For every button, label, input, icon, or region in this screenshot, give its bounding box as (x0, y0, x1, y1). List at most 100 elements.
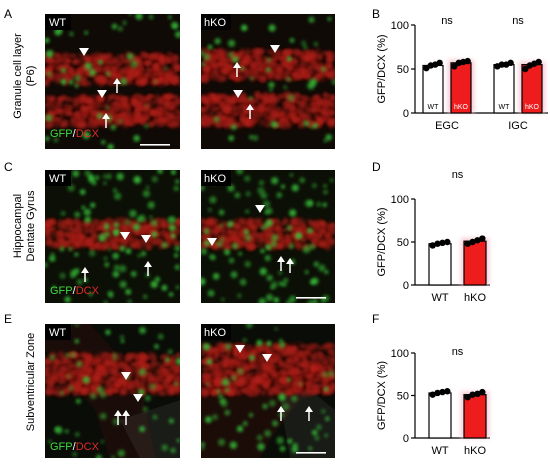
gfp-cell (103, 300, 108, 303)
gfp-cell (150, 219, 158, 227)
gfp-cell (266, 57, 272, 63)
dcx-signal (280, 228, 289, 232)
data-point (464, 240, 471, 247)
stain-gfp: GFP (50, 128, 73, 140)
gfp-cell (288, 243, 295, 249)
gfp-cell (224, 343, 232, 351)
dcx-signal (165, 237, 171, 244)
dcx-signal (125, 364, 134, 370)
arrow-marker (114, 410, 122, 425)
dcx-signal (115, 384, 122, 389)
dcx-signal (74, 58, 82, 64)
dcx-signal (288, 49, 296, 55)
dcx-signal (256, 75, 262, 81)
dcx-signal (76, 233, 84, 240)
dcx-signal (138, 117, 147, 122)
gfp-cell (84, 216, 92, 224)
dcx-signal (303, 108, 310, 113)
dcx-signal (166, 112, 175, 120)
dcx-signal (257, 238, 267, 243)
stain-sep: / (73, 441, 77, 453)
gfp-cell (142, 406, 149, 412)
dcx-signal (92, 382, 99, 387)
dcx-signal (45, 372, 50, 378)
gfp-cell (154, 80, 158, 84)
gfp-cell (170, 447, 176, 453)
y-tick-label: 100 (391, 20, 409, 32)
gfp-cell (245, 324, 253, 329)
dcx-signal (331, 68, 335, 74)
dcx-signal (177, 81, 180, 87)
dcx-signal (260, 112, 266, 116)
gfp-cell (202, 343, 211, 351)
gfp-cell (308, 16, 315, 23)
dcx-signal (167, 121, 173, 126)
dcx-signal (147, 69, 153, 74)
dcx-signal (170, 79, 175, 87)
dcx-signal (328, 227, 334, 232)
gfp-cell (227, 184, 235, 192)
dcx-signal (265, 385, 271, 390)
gfp-cell (307, 227, 313, 234)
gfp-cell (144, 123, 149, 129)
stain-sep: / (73, 128, 77, 140)
gfp-cell (289, 38, 295, 43)
gfp-cell (227, 51, 234, 58)
x-category-label: EGC (435, 120, 459, 132)
gfp-cell (99, 391, 107, 398)
dcx-signal (135, 113, 144, 118)
dcx-signal (134, 378, 140, 384)
dcx-signal (324, 69, 330, 75)
arrow-marker (277, 406, 285, 421)
dcx-signal (175, 375, 180, 380)
dcx-signal (158, 376, 165, 381)
dcx-signal (117, 378, 124, 383)
gfp-cell (205, 382, 210, 386)
gfp-cell (248, 413, 254, 418)
genotype-tag-c-hko: hKO (201, 170, 231, 186)
dcx-signal (176, 229, 180, 233)
gfp-cell (228, 135, 235, 142)
gfp-cell (119, 335, 125, 340)
dcx-signal (236, 379, 246, 386)
dcx-signal (162, 234, 168, 239)
dcx-signal (208, 373, 217, 377)
gfp-cell (137, 253, 141, 258)
gfp-cell (69, 31, 74, 37)
gfp-cell (149, 215, 153, 219)
dcx-signal (306, 389, 315, 395)
dcx-signal (108, 74, 117, 79)
gfp-cell (272, 420, 279, 427)
gfp-cell (168, 292, 174, 297)
gfp-cell (74, 211, 81, 218)
gfp-cell (111, 455, 115, 458)
dcx-signal (321, 222, 328, 226)
gfp-cell (261, 225, 265, 230)
dcx-signal (119, 216, 127, 224)
dcx-signal (154, 114, 163, 119)
dcx-signal (316, 357, 321, 364)
dcx-signal (273, 62, 280, 70)
gfp-cell (95, 454, 102, 458)
gfp-cell (321, 371, 328, 378)
dcx-signal (161, 369, 169, 375)
dcx-signal (117, 112, 125, 117)
dcx-signal (80, 108, 89, 112)
gfp-cell (142, 190, 151, 198)
dcx-signal (164, 374, 173, 382)
dcx-signal (151, 360, 157, 364)
dcx-signal (246, 48, 252, 53)
gfp-cell (113, 264, 120, 271)
dcx-signal (308, 103, 314, 107)
dcx-signal (318, 53, 323, 61)
gfp-cell (118, 118, 123, 124)
dcx-signal (217, 47, 224, 55)
gfp-cell (236, 170, 244, 175)
dcx-signal (171, 359, 177, 365)
dcx-signal (274, 75, 281, 80)
dcx-signal (155, 369, 161, 374)
gfp-cell (127, 299, 133, 303)
dcx-signal (205, 351, 213, 355)
dcx-signal (94, 354, 100, 360)
